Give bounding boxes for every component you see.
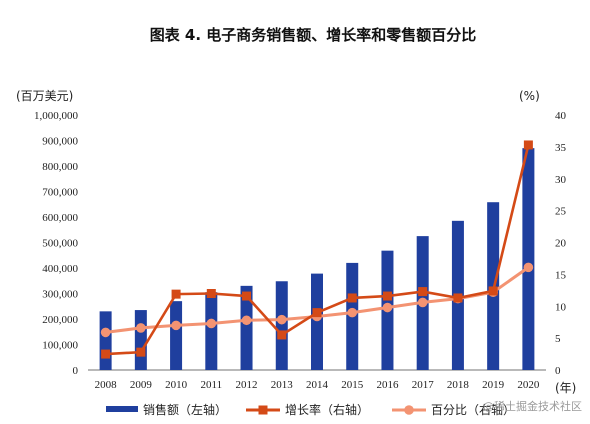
left-tick-label: 300,000 [42, 289, 78, 301]
left-tick-label: 900,000 [42, 136, 78, 148]
x-tick-label: 2017 [412, 379, 435, 391]
right-axis-ticks: 0 5 10 15 20 25 30 35 40 [555, 110, 567, 377]
x-tick-label: 2012 [236, 379, 258, 391]
legend-swatch-percentage-marker [404, 405, 414, 415]
right-tick-label: 15 [555, 269, 567, 281]
point-growth-rate-2011 [206, 289, 216, 298]
right-tick-label: 5 [555, 333, 561, 345]
left-tick-label: 700,000 [42, 187, 78, 199]
point-growth-rate-2018 [453, 293, 463, 303]
point-percentage-2013 [276, 314, 287, 325]
left-axis-unit: (百万美元) [16, 89, 73, 103]
x-tick-label: 2019 [482, 379, 505, 391]
x-tick-label: 2010 [165, 379, 188, 391]
point-growth-rate-2012 [242, 291, 252, 301]
left-tick-label: 600,000 [42, 212, 78, 224]
bar-sales-2009 [134, 310, 147, 370]
bar-sales-2011 [205, 292, 218, 370]
point-growth-rate-2020 [523, 140, 533, 150]
point-percentage-2016 [382, 302, 393, 313]
bar-sales-2010 [170, 301, 183, 370]
left-tick-label: 0 [73, 365, 79, 377]
point-percentage-2009 [136, 323, 146, 333]
left-axis-ticks: 0 100,000 200,000 300,000 400,000 500,000 600,… [34, 110, 79, 377]
left-tick-label: 100,000 [42, 340, 78, 352]
right-tick-label: 35 [555, 142, 567, 154]
right-tick-label: 0 [555, 365, 561, 377]
bar-sales-2012 [240, 285, 253, 370]
right-axis-unit: (%) [519, 89, 540, 103]
bars-layer [99, 148, 535, 370]
x-tick-label: 2008 [95, 379, 118, 391]
watermark-text: @稀土掘金技术社区 [483, 399, 582, 413]
point-growth-rate-2015 [347, 293, 357, 303]
x-tick-label: 2020 [517, 379, 540, 391]
point-percentage-2017 [417, 297, 428, 308]
x-tick-label: 2014 [306, 379, 329, 391]
legend-label-growth-rate: 增长率（右轴） [285, 402, 369, 417]
point-growth-rate-2016 [382, 291, 392, 301]
legend-label-sales: 销售额（左轴） [143, 402, 227, 417]
x-tick-label: 2016 [376, 379, 399, 391]
point-growth-rate-2014 [312, 308, 322, 318]
point-percentage-2011 [206, 318, 217, 329]
lines-layer [100, 140, 534, 359]
bar-sales-2008 [99, 311, 112, 370]
right-tick-label: 25 [555, 206, 567, 218]
x-tick-label: 2011 [201, 379, 223, 391]
x-axis-unit: (年) [555, 381, 576, 395]
left-tick-label: 800,000 [42, 161, 78, 173]
x-tick-label: 2015 [341, 379, 364, 391]
bar-sales-2014 [311, 273, 323, 370]
left-tick-label: 500,000 [42, 238, 78, 250]
legend-label-percentage: 百分比（右轴） [431, 402, 515, 417]
x-tick-label: 2013 [271, 379, 294, 391]
x-tick-label: 2018 [447, 379, 470, 391]
point-percentage-2012 [241, 315, 252, 326]
right-tick-label: 30 [555, 174, 567, 186]
point-growth-rate-2019 [488, 286, 498, 296]
x-tick-label: 2009 [130, 379, 153, 391]
x-axis-ticks: 2008 2009 2010 2011 2012 2013 2014 2015 2016 2017… [95, 379, 540, 391]
point-growth-rate-2013 [277, 330, 287, 340]
point-growth-rate-2008 [101, 349, 111, 359]
legend-swatch-growth-rate-marker [258, 405, 268, 415]
chart-title: 图表 4. 电子商务销售额、增长率和零售额百分比 [150, 26, 477, 44]
legend-swatch-sales [106, 406, 138, 412]
right-tick-label: 10 [555, 301, 567, 313]
point-percentage-2008 [100, 327, 111, 338]
point-percentage-2010 [171, 320, 181, 331]
right-tick-label: 20 [555, 238, 567, 250]
left-tick-label: 400,000 [42, 263, 78, 275]
bar-sales-2013 [275, 281, 288, 370]
bar-sales-2020 [522, 148, 535, 370]
point-percentage-2015 [347, 307, 358, 318]
left-tick-label: 1,000,000 [34, 110, 79, 122]
right-tick-label: 40 [555, 110, 567, 122]
point-growth-rate-2017 [418, 287, 428, 297]
left-tick-label: 200,000 [42, 314, 78, 326]
legend: 销售额（左轴） 增长率（右轴） 百分比（右轴） [106, 402, 515, 417]
point-growth-rate-2009 [136, 347, 146, 357]
point-growth-rate-2010 [171, 289, 181, 299]
point-percentage-2020 [523, 262, 534, 273]
